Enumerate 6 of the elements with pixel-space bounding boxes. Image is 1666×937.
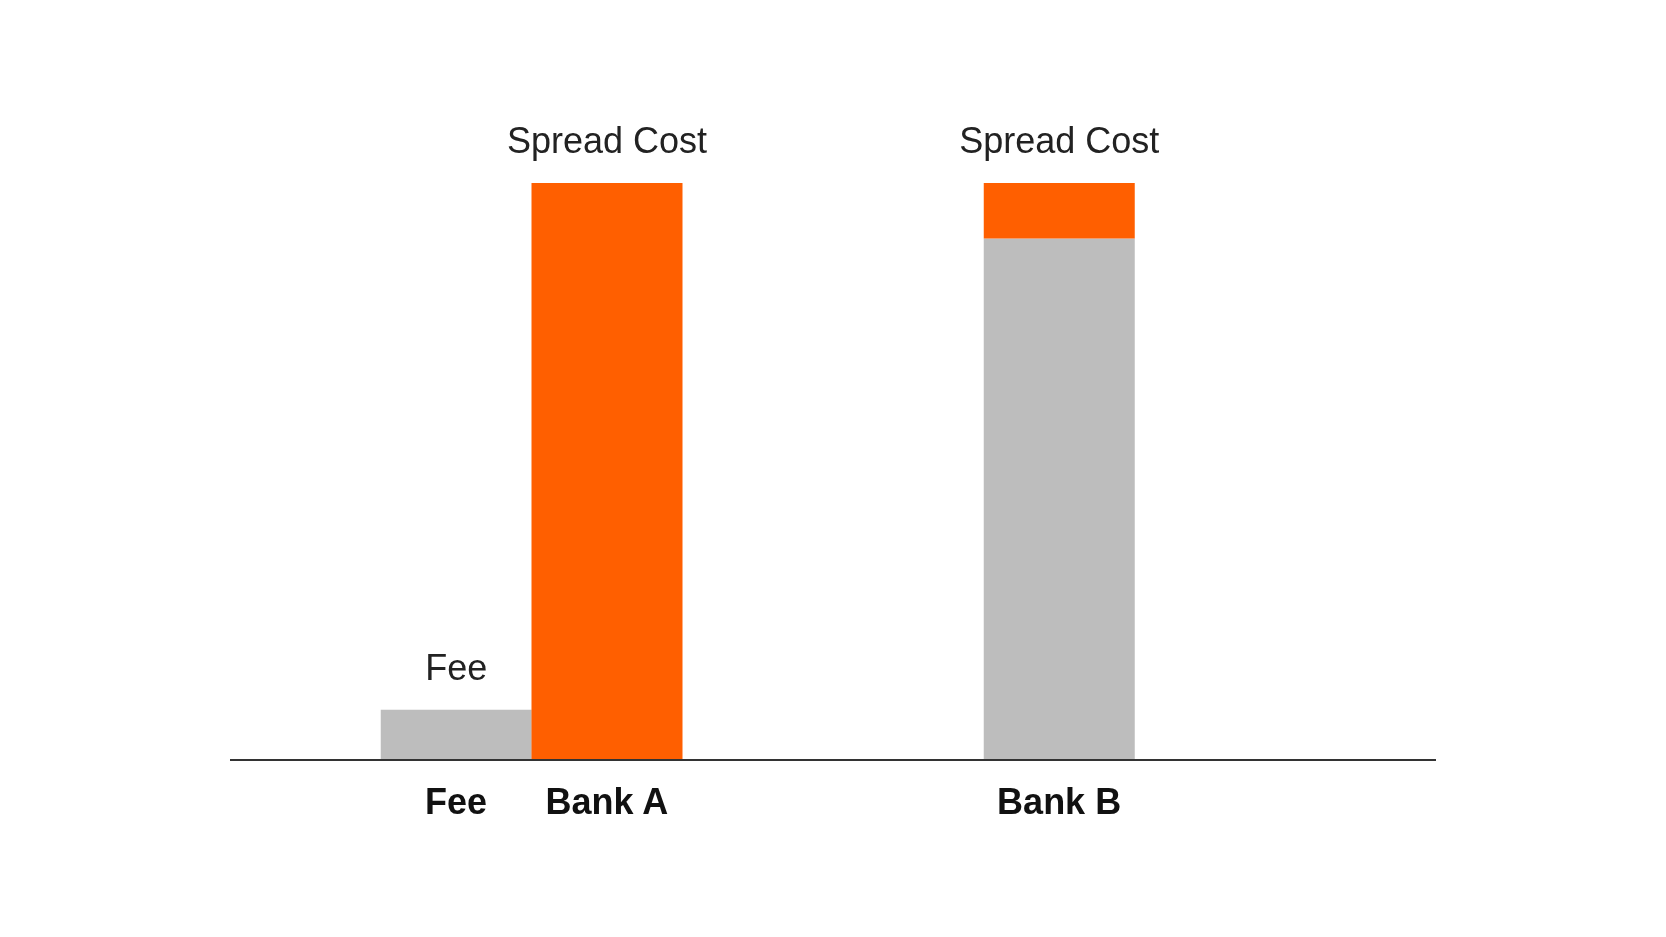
series-label: Fee: [425, 646, 488, 688]
x-tick-label: Bank B: [997, 780, 1122, 822]
series-label: Spread Cost: [506, 120, 708, 161]
text: Spread Cost: [959, 120, 1160, 161]
x-tick-label: Fee: [425, 780, 488, 822]
x-tick-label: Bank A: [545, 780, 669, 822]
